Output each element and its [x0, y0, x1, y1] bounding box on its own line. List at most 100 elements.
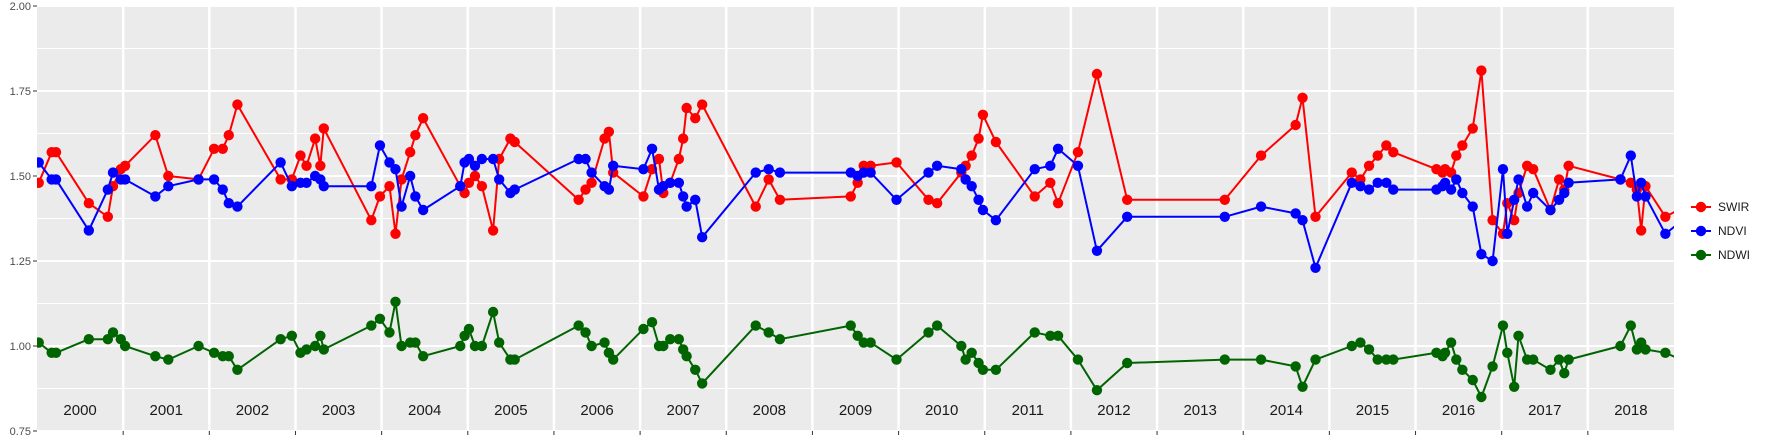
- ndwi-point: [852, 330, 863, 341]
- ndvi-point: [275, 157, 286, 168]
- ndwi-point: [1355, 337, 1366, 348]
- y-tick-label: 1.00: [10, 341, 31, 353]
- swir-point: [1091, 68, 1103, 80]
- ndwi-point: [646, 317, 658, 328]
- legend-label-ndwi: NDWI: [1718, 248, 1750, 262]
- swir-point: [1660, 211, 1671, 222]
- swir-point: [1052, 198, 1064, 209]
- ndvi-point: [1255, 201, 1267, 212]
- ndwi-point: [384, 327, 395, 338]
- ndvi-point: [1716, 167, 1726, 177]
- ndvi-point: [774, 167, 786, 178]
- ndvi-point: [1502, 228, 1513, 239]
- swir-point: [1457, 140, 1468, 151]
- ndwi-point: [638, 323, 649, 335]
- ndwi-point: [476, 340, 488, 352]
- year-label: 2015: [1356, 402, 1389, 419]
- swir-point: [973, 133, 984, 144]
- ndvi-point: [646, 143, 658, 154]
- ndwi-point: [1045, 330, 1056, 341]
- ndwi-point: [1372, 354, 1383, 365]
- year-labels: 2000 2001 2002 2003 2004 2005 2006 2007 2008 2009…: [63, 402, 1647, 419]
- ndvi-point: [1476, 249, 1487, 260]
- swir-point: [1388, 147, 1399, 158]
- ndwi-point: [1219, 354, 1230, 365]
- y-tick-label: 0.75: [10, 426, 31, 438]
- ndwi-point: [463, 323, 475, 335]
- year-label: 2016: [1442, 402, 1475, 419]
- year-label: 2018: [1614, 402, 1647, 419]
- ndwi-point: [1527, 354, 1539, 365]
- swir-point: [487, 225, 499, 236]
- year-label: 2011: [1012, 402, 1044, 419]
- ndwi-point: [1121, 357, 1133, 369]
- ndvi-point: [366, 181, 377, 192]
- ndwi-point: [1749, 382, 1759, 392]
- ndwi-point: [599, 337, 610, 348]
- swir-point: [1563, 160, 1574, 171]
- ndvi-point: [1121, 211, 1133, 222]
- legend: SWIR NDVI NDWI: [1691, 200, 1750, 262]
- swir-point: [417, 113, 429, 124]
- ndwi-point: [390, 296, 401, 307]
- y-tick-label: 2.00: [10, 1, 31, 13]
- ndwi-point: [223, 351, 234, 362]
- ndvi-point: [286, 181, 298, 192]
- ndwi-point: [774, 334, 786, 345]
- swir-point: [573, 194, 584, 205]
- year-label: 2009: [839, 402, 872, 419]
- ndvi-point: [208, 174, 220, 185]
- swir-point: [1721, 164, 1731, 174]
- swir-point: [476, 181, 488, 192]
- ndvi-point: [417, 204, 429, 216]
- swir-point: [150, 130, 161, 141]
- ndwi-point: [658, 340, 669, 352]
- ndwi-point: [163, 354, 174, 365]
- swir-point: [366, 215, 377, 226]
- ndvi-point: [509, 184, 520, 195]
- ndvi-point: [1045, 160, 1056, 171]
- swir-point: [1699, 191, 1709, 201]
- swir-point: [232, 99, 243, 110]
- ndwi-point: [690, 364, 701, 375]
- ndwi-point: [119, 340, 131, 352]
- swir-point: [1467, 123, 1478, 134]
- ndwi-point: [1740, 361, 1750, 371]
- swir-point: [1346, 167, 1357, 178]
- ndvi-point: [1631, 191, 1643, 202]
- ndvi-point: [681, 201, 692, 212]
- ndwi-point: [1545, 364, 1556, 375]
- legend-label-swir: SWIR: [1718, 200, 1750, 214]
- ndvi-point: [1451, 174, 1462, 185]
- swir-point: [1487, 215, 1498, 226]
- ndvi-point: [1660, 228, 1671, 239]
- year-label: 2005: [494, 402, 527, 419]
- swir-point: [966, 150, 977, 161]
- swir-point: [1553, 174, 1565, 185]
- swir-point: [315, 160, 326, 171]
- ndwi-point: [1725, 365, 1735, 375]
- ndvi-point: [1467, 201, 1478, 212]
- ndwi-point: [275, 334, 286, 345]
- ndwi-point: [960, 354, 971, 365]
- swir-point: [1297, 92, 1308, 104]
- ndvi-point: [966, 181, 977, 192]
- swir-point: [1635, 225, 1647, 236]
- ndvi-point: [1721, 181, 1731, 191]
- ndvi-point: [1497, 164, 1509, 175]
- ndwi-point: [396, 340, 407, 352]
- swir-point: [374, 191, 386, 202]
- year-label: 2003: [322, 402, 355, 419]
- ndwi-point: [1457, 364, 1468, 375]
- ndwi-point: [1721, 341, 1731, 351]
- swir-point: [586, 177, 597, 188]
- ndvi-point: [1219, 211, 1230, 222]
- swir-point: [396, 174, 407, 185]
- ndwi-point: [1735, 348, 1745, 358]
- ndvi-point: [690, 194, 701, 205]
- ndwi-point: [1497, 320, 1509, 331]
- ndvi-point: [396, 201, 407, 212]
- swir-point: [275, 174, 286, 185]
- swir-point: [1072, 147, 1084, 158]
- swir-point: [83, 198, 95, 209]
